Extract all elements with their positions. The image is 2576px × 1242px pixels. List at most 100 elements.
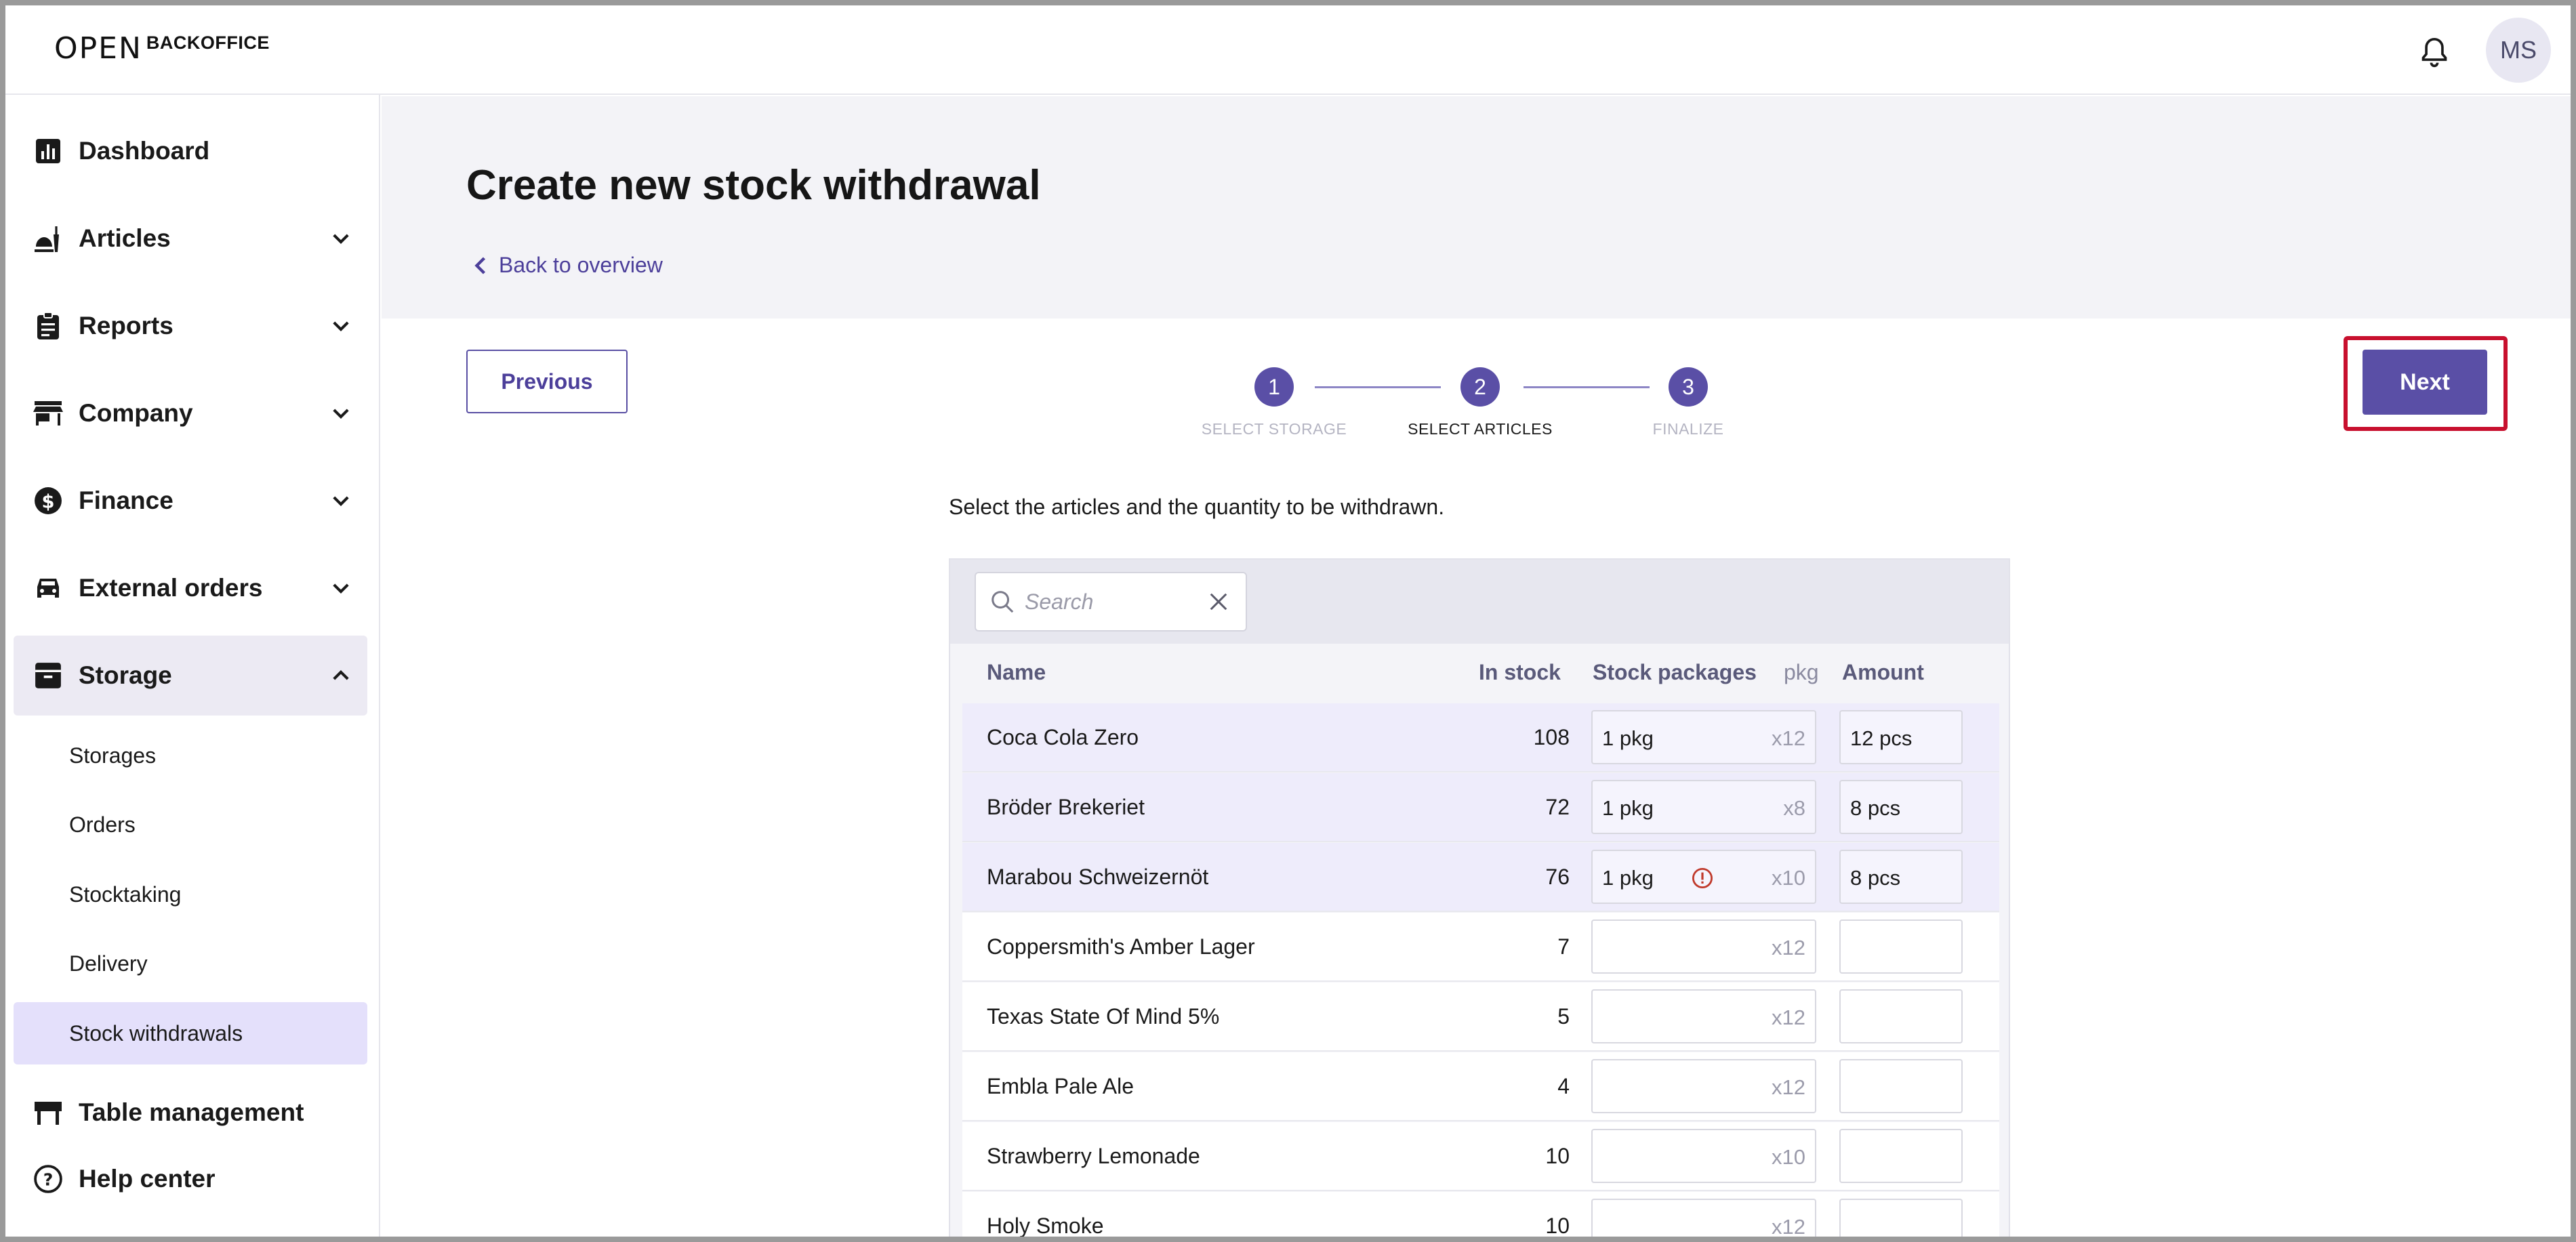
sidebar-item-help-center[interactable]: ? Help center (14, 1144, 367, 1214)
sidebar-subitem-stock-withdrawals[interactable]: Stock withdrawals (14, 1002, 367, 1064)
stock-packages-input[interactable]: x10 (1591, 1129, 1816, 1183)
stock-packages-input[interactable]: 1 pkg x8 (1591, 780, 1816, 834)
in-stock-value: 10 (1545, 1144, 1570, 1168)
amount-value: 12 pcs (1850, 726, 1913, 750)
article-name: Strawberry Lemonade (987, 1144, 1200, 1168)
package-multiplier: x10 (1772, 1145, 1805, 1169)
article-name: Marabou Schweizernöt (987, 865, 1209, 889)
step-3-label: FINALIZE (1652, 420, 1724, 438)
step-1-label: SELECT STORAGE (1201, 420, 1347, 438)
column-header-amount[interactable]: Amount (1842, 660, 1924, 684)
car-icon (33, 573, 64, 604)
amount-input[interactable] (1839, 989, 1963, 1043)
logo-text: BACKOFFICE (146, 33, 270, 53)
in-stock-value: 4 (1557, 1074, 1570, 1098)
stock-packages-input[interactable]: x12 (1591, 1199, 1816, 1237)
chevron-down-icon (333, 583, 349, 594)
sidebar-item-company[interactable]: Company (14, 373, 367, 453)
amount-value: 8 pcs (1850, 866, 1901, 890)
in-stock-value: 108 (1533, 725, 1570, 749)
amount-input[interactable]: 8 pcs (1839, 780, 1963, 834)
sidebar-subitem-orders[interactable]: Orders (69, 812, 136, 837)
stock-packages-input[interactable]: 1 pkg x10 (1591, 850, 1816, 904)
table-row[interactable]: Embla Pale Ale 4 x12 (962, 1052, 1999, 1121)
column-header-name[interactable]: Name (987, 660, 1046, 684)
store-icon (33, 398, 64, 429)
sidebar-item-label: Reports (79, 312, 173, 339)
food-icon (33, 223, 64, 254)
in-stock-value: 10 (1545, 1214, 1570, 1237)
sidebar-item-dashboard[interactable]: Dashboard (14, 111, 367, 191)
top-bar: OPEN BACKOFFICE MS (5, 5, 2571, 95)
article-name: Embla Pale Ale (987, 1074, 1134, 1098)
sidebar-subitem-storages[interactable]: Storages (69, 743, 157, 768)
sidebar-item-label: Articles (79, 224, 171, 252)
package-multiplier: x12 (1772, 936, 1805, 959)
package-multiplier: x12 (1772, 726, 1805, 750)
logo-mark: OPEN (54, 31, 142, 66)
stock-packages-input[interactable]: x12 (1591, 989, 1816, 1043)
amount-input[interactable] (1839, 1129, 1963, 1183)
table-row[interactable]: Coca Cola Zero 108 1 pkg x12 12 pcs (962, 703, 1999, 772)
avatar[interactable]: MS (2486, 18, 2551, 83)
close-icon[interactable] (1205, 588, 1232, 615)
table-row[interactable]: Strawberry Lemonade 10 x10 (962, 1122, 1999, 1191)
amount-input[interactable]: 8 pcs (1839, 850, 1963, 904)
previous-button[interactable]: Previous (466, 350, 628, 413)
page-title: Create new stock withdrawal (466, 162, 1041, 209)
sidebar-item-label: Help center (79, 1165, 216, 1193)
package-multiplier: x8 (1783, 796, 1805, 820)
table-toolbar: Search (950, 560, 2009, 644)
search-placeholder: Search (1025, 589, 1094, 614)
logo[interactable]: OPEN BACKOFFICE (54, 30, 270, 68)
in-stock-value: 5 (1557, 1004, 1570, 1029)
sidebar-item-label: Table management (79, 1098, 304, 1126)
search-input[interactable]: Search (975, 572, 1247, 632)
sidebar-item-table-management[interactable]: Table management (14, 1077, 367, 1148)
column-header-in-stock[interactable]: In stock (1479, 660, 1561, 684)
chevron-left-icon (474, 256, 486, 274)
column-header-stock-packages[interactable]: Stock packages (1593, 660, 1757, 684)
sidebar-item-articles[interactable]: Articles (14, 199, 367, 278)
step-3-circle: 3 (1669, 367, 1708, 407)
sidebar-item-label: Finance (79, 487, 173, 514)
stock-packages-input[interactable]: x12 (1591, 1059, 1816, 1113)
sidebar-item-reports[interactable]: Reports (14, 286, 367, 366)
table-row[interactable]: Texas State Of Mind 5% 5 x12 (962, 982, 1999, 1052)
stock-packages-input[interactable]: x12 (1591, 919, 1816, 974)
package-multiplier: x12 (1772, 1215, 1805, 1237)
table-row[interactable]: Holy Smoke 10 x12 (962, 1192, 1999, 1237)
back-to-overview-link[interactable]: Back to overview (473, 253, 663, 278)
notification-bell-icon[interactable] (2417, 35, 2452, 70)
table-row[interactable]: Bröder Brekeriet 72 1 pkg x8 8 pcs (962, 773, 1999, 842)
table-row[interactable]: Coppersmith's Amber Lager 7 x12 (962, 913, 1999, 982)
svg-text:$: $ (42, 492, 55, 513)
sidebar-item-finance[interactable]: $ Finance (14, 461, 367, 541)
stepper-line (1315, 386, 1441, 388)
article-name: Coppersmith's Amber Lager (987, 934, 1255, 959)
in-stock-value: 72 (1545, 795, 1570, 819)
article-name: Bröder Brekeriet (987, 795, 1145, 819)
package-multiplier: x10 (1772, 866, 1805, 890)
stock-packages-input[interactable]: 1 pkg x12 (1591, 710, 1816, 764)
next-button-highlight (2344, 336, 2508, 431)
sidebar-item-external-orders[interactable]: External orders (14, 548, 367, 628)
amount-input[interactable] (1839, 1199, 1963, 1237)
sidebar-subitem-stocktaking[interactable]: Stocktaking (69, 882, 182, 907)
packages-value: 1 pkg (1602, 796, 1654, 820)
step-2-circle: 2 (1460, 367, 1500, 407)
chevron-down-icon (333, 234, 349, 244)
in-stock-value: 76 (1545, 865, 1570, 889)
article-name: Holy Smoke (987, 1214, 1104, 1237)
in-stock-value: 7 (1557, 934, 1570, 959)
next-button[interactable]: Next (2363, 350, 2487, 415)
packages-value: 1 pkg (1602, 866, 1654, 890)
amount-input[interactable] (1839, 1059, 1963, 1113)
warning-icon[interactable] (1692, 867, 1713, 889)
amount-value: 8 pcs (1850, 796, 1901, 820)
amount-input[interactable]: 12 pcs (1839, 710, 1963, 764)
amount-input[interactable] (1839, 919, 1963, 974)
sidebar-item-storage[interactable]: Storage (14, 636, 367, 716)
table-row[interactable]: Marabou Schweizernöt 76 1 pkg x10 8 pcs (962, 843, 1999, 912)
sidebar-subitem-delivery[interactable]: Delivery (69, 951, 148, 976)
